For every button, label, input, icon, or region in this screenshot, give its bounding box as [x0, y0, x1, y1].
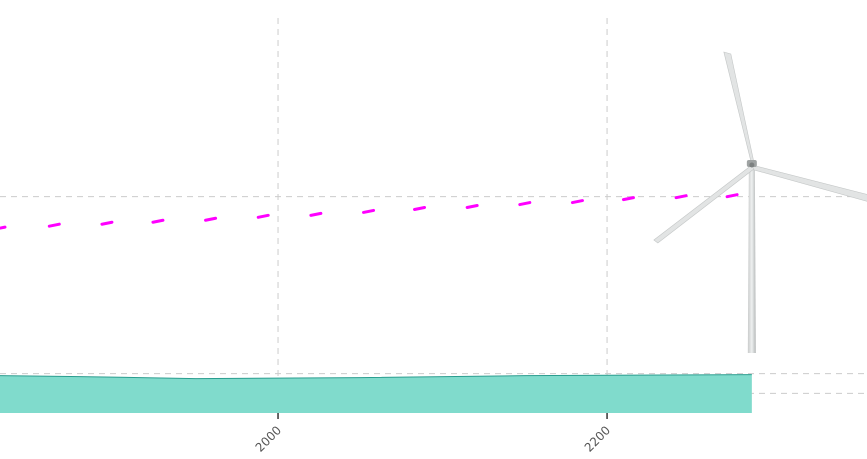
data-point: [725, 193, 739, 199]
data-point: [47, 222, 61, 228]
data-point: [309, 211, 323, 217]
area-fill: [0, 374, 752, 413]
dotted-line-series: [0, 193, 739, 230]
data-point: [204, 216, 218, 222]
data-point: [0, 225, 7, 230]
area-series: [0, 374, 752, 413]
data-point: [256, 213, 270, 219]
wind-turbine-icon: [653, 51, 867, 353]
turbine-blade: [723, 51, 755, 166]
data-point: [362, 208, 376, 214]
turbine-tower: [747, 165, 756, 353]
data-point: [570, 199, 584, 205]
data-point: [413, 205, 427, 211]
data-point: [621, 196, 635, 202]
turbine-hub: [749, 162, 755, 168]
x-tick-label: 2200: [582, 423, 613, 454]
turbine-blade: [653, 164, 755, 244]
x-axis: 2000 2200: [253, 413, 613, 455]
data-point: [151, 218, 165, 224]
data-point: [674, 194, 688, 200]
turbine-blade: [750, 164, 867, 202]
x-tick-label: 2000: [253, 423, 284, 454]
data-point: [518, 201, 532, 207]
area-line: [0, 374, 752, 380]
grid: [0, 18, 867, 413]
data-point: [465, 204, 479, 209]
data-point: [100, 220, 114, 226]
